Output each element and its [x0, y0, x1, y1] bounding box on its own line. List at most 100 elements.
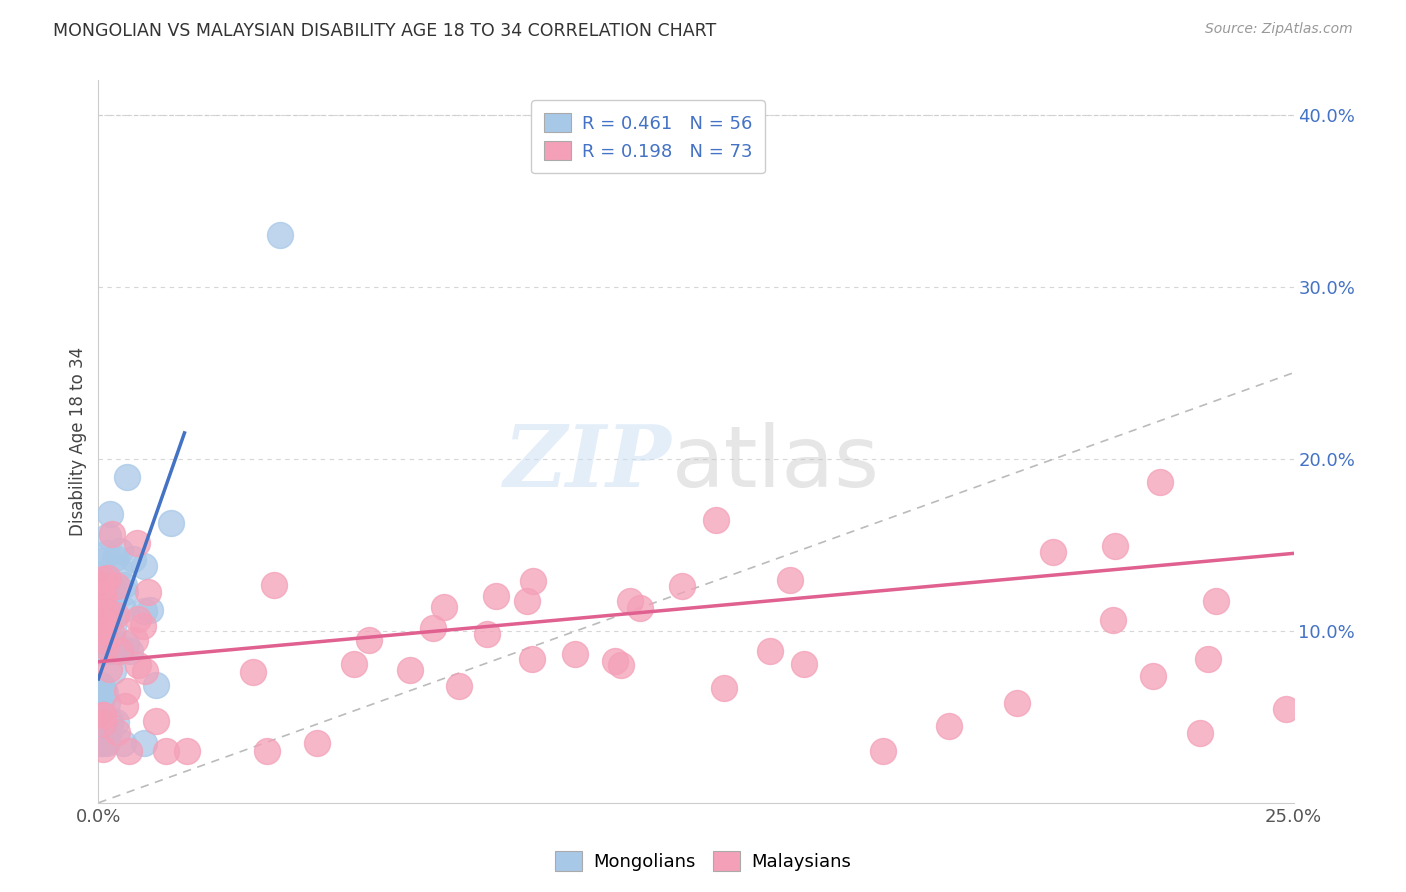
Point: [90, 695, 112, 709]
Point: [91, 632, 114, 647]
Point: [422, 621, 444, 635]
Point: [94, 728, 117, 742]
Point: [115, 637, 138, 651]
Point: [91, 606, 114, 620]
Point: [176, 744, 198, 758]
Point: [357, 633, 380, 648]
Point: [134, 735, 156, 749]
Point: [114, 585, 136, 599]
Point: [96, 696, 118, 710]
Point: [114, 699, 136, 714]
Point: [107, 644, 129, 658]
Text: atlas: atlas: [672, 422, 880, 505]
Point: [132, 604, 155, 618]
Point: [115, 684, 138, 698]
Y-axis label: Disability Age 18 to 34: Disability Age 18 to 34: [69, 347, 87, 536]
Point: [1188, 726, 1211, 740]
Point: [619, 593, 641, 607]
Point: [107, 724, 129, 739]
Point: [242, 665, 264, 679]
Point: [564, 647, 586, 661]
Point: [160, 516, 183, 530]
Point: [522, 652, 544, 666]
Point: [98, 662, 121, 676]
Point: [90, 735, 112, 749]
Point: [134, 665, 156, 679]
Point: [1005, 696, 1028, 710]
Point: [101, 664, 124, 678]
Point: [105, 579, 128, 593]
Point: [90, 645, 112, 659]
Point: [96, 640, 118, 654]
Point: [145, 714, 167, 728]
Point: [1104, 539, 1126, 553]
Point: [399, 663, 422, 677]
Point: [91, 735, 114, 749]
Point: [98, 628, 121, 642]
Point: [101, 527, 124, 541]
Point: [671, 578, 693, 592]
Point: [108, 644, 131, 658]
Point: [91, 589, 114, 603]
Point: [305, 736, 328, 750]
Point: [100, 644, 122, 658]
Point: [93, 607, 115, 622]
Text: ZIP: ZIP: [505, 421, 672, 505]
Point: [96, 606, 118, 620]
Point: [108, 562, 131, 576]
Point: [1101, 613, 1123, 627]
Point: [256, 744, 278, 758]
Point: [1042, 545, 1064, 559]
Point: [97, 593, 120, 607]
Point: [127, 612, 149, 626]
Point: [610, 658, 633, 673]
Point: [98, 507, 121, 521]
Point: [522, 574, 544, 588]
Point: [93, 567, 115, 582]
Point: [103, 621, 125, 635]
Point: [447, 679, 470, 693]
Point: [97, 529, 120, 543]
Point: [97, 724, 120, 739]
Point: [628, 601, 651, 615]
Point: [104, 550, 127, 565]
Point: [1274, 702, 1296, 716]
Point: [1149, 475, 1171, 489]
Point: [134, 559, 156, 574]
Point: [91, 708, 114, 723]
Point: [100, 579, 122, 593]
Point: [91, 615, 114, 629]
Point: [938, 719, 960, 733]
Point: [118, 644, 141, 658]
Point: [872, 744, 894, 758]
Point: [91, 588, 114, 602]
Legend: Mongolians, Malaysians: Mongolians, Malaysians: [548, 844, 858, 879]
Point: [475, 627, 498, 641]
Point: [100, 626, 122, 640]
Point: [104, 714, 127, 729]
Point: [112, 578, 135, 592]
Point: [97, 637, 120, 651]
Point: [433, 600, 456, 615]
Point: [117, 470, 139, 484]
Point: [93, 686, 115, 700]
Point: [603, 654, 626, 668]
Legend: R = 0.461   N = 56, R = 0.198   N = 73: R = 0.461 N = 56, R = 0.198 N = 73: [531, 100, 765, 173]
Point: [91, 578, 114, 592]
Point: [758, 644, 780, 658]
Point: [91, 577, 114, 591]
Point: [100, 591, 122, 606]
Point: [779, 573, 801, 587]
Point: [263, 578, 285, 592]
Point: [100, 595, 122, 609]
Point: [485, 589, 508, 603]
Point: [90, 677, 112, 691]
Point: [96, 546, 118, 560]
Point: [145, 678, 167, 692]
Point: [132, 619, 155, 633]
Point: [97, 570, 120, 584]
Point: [108, 543, 131, 558]
Point: [108, 641, 131, 656]
Point: [94, 601, 117, 615]
Point: [704, 513, 727, 527]
